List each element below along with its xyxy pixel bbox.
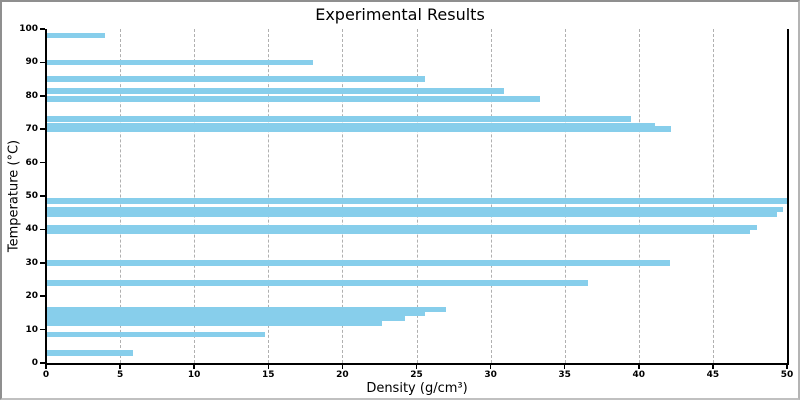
y-axis-label: Temperature (°C): [6, 139, 22, 253]
y-tick-label: 100: [19, 24, 38, 34]
x-gridline: [712, 29, 714, 363]
x-tick: [119, 365, 121, 369]
x-tick: [193, 365, 195, 369]
x-tick-label: 30: [484, 370, 497, 380]
y-axis-spine: [45, 29, 47, 365]
chart-title: Experimental Results: [315, 5, 485, 24]
bar: [47, 32, 106, 39]
x-tick-label: 0: [42, 370, 50, 380]
x-tick: [563, 365, 566, 369]
x-tick-label: 35: [558, 370, 571, 380]
y-tick-label: 60: [25, 157, 38, 168]
y-tick: [40, 95, 45, 97]
bar: [47, 350, 134, 356]
x-gridline: [564, 29, 566, 363]
bar: [47, 331, 266, 338]
y-tick-label: 50: [25, 191, 38, 201]
bar: [47, 116, 632, 122]
y-tick-label: 40: [25, 224, 38, 235]
x-tick-label: 40: [632, 370, 646, 380]
x-tick-label: 45: [706, 370, 720, 380]
y-tick: [40, 295, 45, 297]
x-tick: [267, 365, 270, 369]
right-spine: [787, 29, 789, 365]
x-axis-label: Density (g/cm³): [366, 381, 468, 396]
x-tick: [45, 365, 47, 369]
x-tick-label: 10: [187, 370, 201, 380]
y-tick-label: 80: [25, 90, 38, 101]
x-tick: [415, 365, 418, 369]
bar: [47, 260, 670, 266]
bar: [47, 96, 540, 102]
x-tick: [638, 365, 640, 369]
y-tick-label: 20: [25, 291, 38, 302]
bar: [47, 228, 750, 234]
x-gridline: [638, 29, 640, 363]
bar: [47, 59, 313, 66]
bar: [47, 198, 787, 204]
x-tick-label: 20: [336, 370, 349, 380]
y-tick: [40, 328, 45, 331]
x-gridline: [194, 29, 196, 363]
bar: [47, 88, 504, 94]
bar: [47, 123, 656, 129]
y-tick: [40, 161, 45, 164]
bar: [47, 280, 589, 286]
y-tick-label: 90: [25, 57, 38, 68]
x-gridline: [342, 29, 344, 363]
bar: [47, 315, 405, 321]
x-tick-label: 15: [262, 370, 275, 380]
x-gridline: [120, 29, 122, 363]
y-tick-label: 10: [25, 324, 38, 335]
y-tick: [40, 262, 45, 264]
y-tick-label: 70: [25, 124, 38, 135]
bar: [47, 320, 383, 326]
y-tick: [40, 362, 45, 364]
bar: [47, 206, 783, 213]
y-tick: [40, 195, 45, 197]
bar: [47, 211, 777, 218]
bar: [47, 224, 758, 231]
x-gridline: [490, 29, 492, 363]
x-gridline: [268, 29, 270, 363]
x-tick: [489, 365, 492, 369]
y-tick: [40, 28, 45, 30]
x-gridline: [416, 29, 418, 363]
x-axis-spine: [45, 363, 789, 365]
y-tick: [40, 228, 45, 231]
x-tick: [341, 365, 344, 369]
y-tick-label: 30: [25, 257, 38, 268]
x-tick-label: 5: [116, 370, 124, 380]
y-tick: [40, 128, 45, 130]
x-tick-label: 25: [410, 370, 423, 380]
bar: [47, 126, 672, 132]
bar: [47, 76, 426, 82]
bar: [47, 306, 447, 313]
y-tick-label: 0: [31, 358, 38, 368]
y-tick: [40, 61, 45, 64]
x-tick: [712, 365, 714, 369]
x-tick-label: 50: [780, 370, 794, 380]
x-tick: [786, 365, 788, 369]
bar: [47, 310, 426, 317]
